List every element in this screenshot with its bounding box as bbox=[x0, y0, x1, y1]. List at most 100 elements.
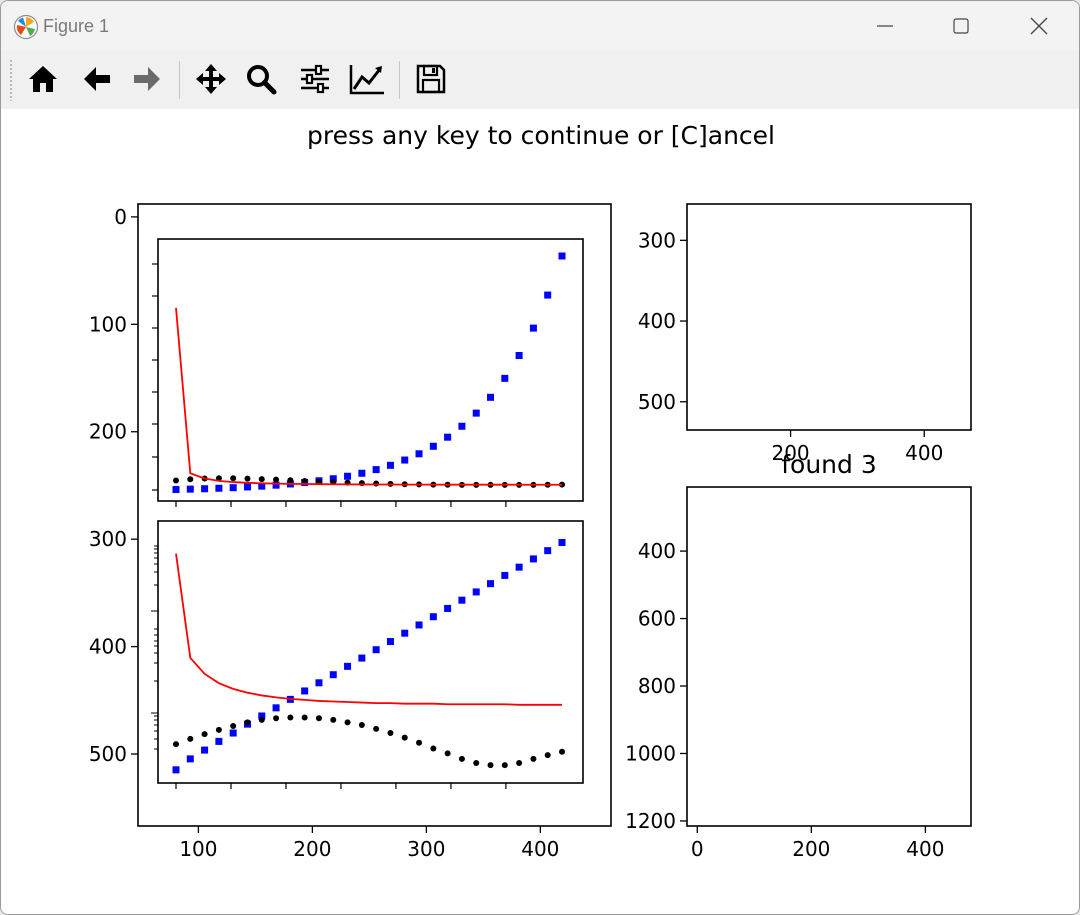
right-bottom-xtick-label: 400 bbox=[906, 837, 944, 861]
minimize-icon bbox=[877, 25, 893, 27]
sliders-icon bbox=[301, 64, 329, 94]
inset-top-black-dot bbox=[287, 477, 294, 484]
inset-bottom-black-dot bbox=[501, 762, 508, 769]
inset-top-axes-frame bbox=[157, 238, 584, 502]
configure-subplots-button[interactable] bbox=[293, 57, 337, 101]
magnifier-icon bbox=[247, 65, 277, 95]
inset-top-black-dot bbox=[244, 475, 251, 482]
inset-top-blue-square bbox=[429, 442, 437, 450]
toolbar-separator bbox=[399, 61, 400, 99]
navigation-toolbar bbox=[1, 51, 1079, 109]
minimize-button[interactable] bbox=[865, 11, 905, 41]
title-bar[interactable]: Figure 1 bbox=[1, 1, 1079, 51]
inset-top-black-dot bbox=[173, 477, 179, 484]
line-chart-icon bbox=[349, 65, 384, 95]
maximize-icon bbox=[953, 18, 969, 34]
zoom-button[interactable] bbox=[239, 57, 283, 101]
inset-bottom-black-dot bbox=[487, 762, 494, 769]
inset-bottom-black-dot bbox=[301, 714, 308, 721]
outer-left-ytick-label: 0 bbox=[114, 205, 127, 229]
close-button[interactable] bbox=[1019, 11, 1059, 41]
right-bottom-ytick-label: 800 bbox=[638, 674, 676, 698]
inset-top-blue-square bbox=[472, 409, 480, 417]
inset-bottom-black-dot bbox=[444, 750, 451, 757]
right-top-ytick-label: 500 bbox=[638, 390, 676, 414]
forward-button[interactable] bbox=[125, 57, 169, 101]
inset-top-red-line bbox=[175, 307, 562, 486]
outer-left-xtick-label: 200 bbox=[293, 837, 331, 861]
inset-bottom-black-dot bbox=[315, 715, 322, 722]
home-icon bbox=[29, 66, 57, 92]
inset-bottom-blue-square bbox=[472, 588, 480, 596]
inset-bottom-blue-square bbox=[301, 687, 309, 695]
inset-top-blue-square bbox=[172, 486, 180, 494]
inset-top-blue-square bbox=[558, 252, 566, 260]
inset-bottom-blue-square bbox=[415, 621, 423, 629]
outer-left-ytick-label: 300 bbox=[89, 527, 127, 551]
right-top-ytick-label: 400 bbox=[638, 309, 676, 333]
inset-top-black-dot bbox=[187, 476, 194, 483]
inset-bottom-blue-square bbox=[458, 596, 466, 604]
edit-axes-button[interactable] bbox=[343, 57, 387, 101]
right-bottom-ytick-label: 1200 bbox=[625, 809, 676, 833]
inset-bottom-blue-square bbox=[315, 679, 323, 687]
inset-top-black-dot bbox=[230, 475, 237, 482]
inset-bottom-black-dot bbox=[516, 759, 523, 766]
outer-left-ytick-label: 500 bbox=[89, 742, 127, 766]
outer-left-xtick-label: 300 bbox=[407, 837, 445, 861]
home-button[interactable] bbox=[21, 57, 65, 101]
inset-top-series-group bbox=[172, 252, 566, 494]
inset-bottom-blue-square bbox=[372, 646, 380, 654]
inset-top-blue-square bbox=[444, 433, 452, 441]
inset-top-blue-square bbox=[329, 475, 337, 483]
figure-title: press any key to continue or [C]ancel bbox=[306, 121, 775, 150]
inset-bottom-black-dot bbox=[559, 748, 565, 755]
inset-bottom-blue-square bbox=[401, 629, 409, 637]
inset-top-blue-square bbox=[501, 374, 509, 382]
inset-top-black-dot bbox=[258, 476, 265, 483]
right-bottom-axes-frame bbox=[686, 486, 972, 827]
save-button[interactable] bbox=[409, 57, 453, 101]
back-button[interactable] bbox=[75, 57, 119, 101]
inset-top-blue-square bbox=[258, 482, 266, 490]
inset-bottom-blue-square bbox=[501, 571, 509, 579]
inset-bottom-black-dot bbox=[544, 752, 551, 759]
inset-bottom-black-dot bbox=[173, 741, 179, 748]
right-top-xtick-label: 400 bbox=[905, 441, 943, 465]
inset-bottom-black-dot bbox=[430, 745, 437, 752]
matplotlib-logo-icon bbox=[13, 14, 39, 40]
inset-top-blue-square bbox=[544, 291, 552, 299]
inset-top-black-dot bbox=[315, 478, 322, 485]
inset-bottom-black-dot bbox=[258, 716, 265, 723]
inset-top-blue-square bbox=[386, 461, 394, 469]
inset-bottom-blue-square bbox=[215, 737, 223, 745]
inset-bottom-blue-square bbox=[358, 654, 366, 662]
inset-bottom-black-dot bbox=[373, 725, 380, 732]
right-bottom-axes-title: found 3 bbox=[781, 450, 877, 479]
inset-bottom-black-dot bbox=[473, 759, 480, 766]
right-bottom-ytick-label: 1000 bbox=[625, 741, 676, 765]
plot-area[interactable]: 100 200 300 400 0 100 200 300 400 500 200 400 300 400… bbox=[1, 109, 1079, 914]
inset-top-black-dot bbox=[373, 480, 380, 487]
toolbar-grip[interactable] bbox=[9, 59, 13, 101]
toolbar-separator bbox=[179, 61, 180, 99]
inset-bottom-blue-square bbox=[529, 555, 537, 563]
inset-bottom-blue-square bbox=[201, 746, 209, 754]
inset-top-blue-square bbox=[487, 393, 495, 401]
inset-bottom-blue-square bbox=[487, 580, 495, 588]
pan-button[interactable] bbox=[189, 57, 233, 101]
inset-bottom-black-dot bbox=[287, 714, 294, 721]
maximize-button[interactable] bbox=[941, 11, 981, 41]
window-title: Figure 1 bbox=[43, 16, 110, 36]
inset-bottom-black-dot bbox=[401, 734, 408, 741]
inset-bottom-black-dot bbox=[215, 726, 222, 733]
inset-top-blue-square bbox=[229, 484, 237, 492]
inset-bottom-black-dot bbox=[273, 715, 280, 722]
right-bottom-xtick-label: 200 bbox=[792, 837, 830, 861]
inset-top-blue-square bbox=[201, 485, 209, 493]
inset-bottom-red-line bbox=[175, 553, 562, 706]
inset-bottom-blue-square bbox=[544, 547, 552, 555]
inset-bottom-axes-frame bbox=[157, 520, 584, 784]
arrow-left-icon bbox=[84, 67, 110, 91]
